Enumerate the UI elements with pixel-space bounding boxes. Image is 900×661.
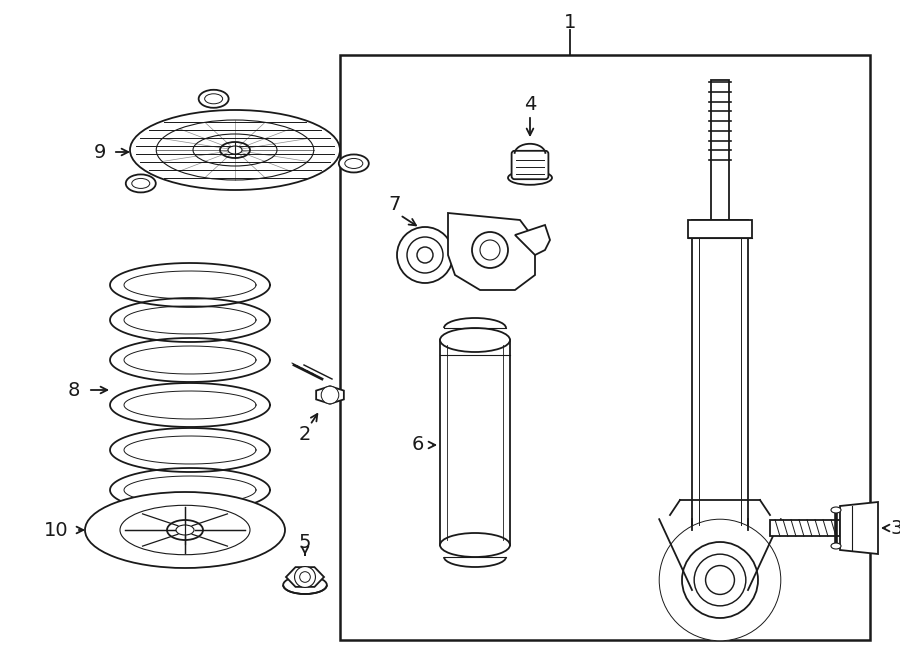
- Bar: [340, 55, 870, 640]
- Circle shape: [472, 232, 508, 268]
- Ellipse shape: [228, 146, 242, 154]
- Text: 8: 8: [68, 381, 80, 399]
- Polygon shape: [316, 386, 344, 404]
- Ellipse shape: [831, 507, 841, 513]
- Circle shape: [480, 240, 500, 260]
- Polygon shape: [515, 225, 550, 255]
- Text: 4: 4: [524, 95, 536, 114]
- Circle shape: [706, 566, 734, 594]
- Circle shape: [670, 531, 770, 629]
- Text: 2: 2: [299, 426, 311, 444]
- Ellipse shape: [220, 142, 250, 158]
- Circle shape: [417, 247, 433, 263]
- Circle shape: [397, 227, 453, 283]
- FancyBboxPatch shape: [511, 151, 548, 179]
- Ellipse shape: [204, 94, 222, 104]
- Circle shape: [682, 542, 758, 618]
- Ellipse shape: [440, 533, 510, 557]
- Ellipse shape: [508, 171, 552, 185]
- Ellipse shape: [199, 90, 229, 108]
- Ellipse shape: [440, 328, 510, 352]
- Ellipse shape: [131, 178, 149, 188]
- Ellipse shape: [831, 543, 841, 549]
- Ellipse shape: [284, 576, 327, 594]
- Polygon shape: [286, 567, 324, 587]
- Circle shape: [300, 572, 310, 582]
- Bar: [770, 520, 840, 536]
- Text: 7: 7: [389, 196, 401, 215]
- Circle shape: [321, 386, 338, 404]
- Ellipse shape: [193, 134, 277, 166]
- Text: 5: 5: [299, 533, 311, 553]
- Circle shape: [659, 519, 781, 641]
- Ellipse shape: [345, 159, 363, 169]
- Ellipse shape: [157, 120, 314, 180]
- Ellipse shape: [176, 525, 194, 535]
- Text: 10: 10: [44, 520, 68, 539]
- Polygon shape: [840, 502, 878, 554]
- Ellipse shape: [126, 175, 156, 192]
- Ellipse shape: [167, 520, 203, 540]
- Ellipse shape: [130, 110, 340, 190]
- Text: 6: 6: [412, 436, 424, 455]
- Bar: [688, 220, 752, 238]
- Ellipse shape: [85, 492, 285, 568]
- Polygon shape: [448, 213, 535, 290]
- Ellipse shape: [120, 505, 250, 555]
- Circle shape: [294, 566, 316, 588]
- Bar: [711, 80, 729, 220]
- Text: 3: 3: [891, 518, 900, 537]
- Ellipse shape: [338, 155, 369, 173]
- Circle shape: [407, 237, 443, 273]
- Bar: [440, 340, 510, 545]
- Text: 1: 1: [563, 13, 576, 32]
- Circle shape: [694, 554, 746, 606]
- Bar: [692, 220, 748, 530]
- Text: 9: 9: [94, 143, 106, 161]
